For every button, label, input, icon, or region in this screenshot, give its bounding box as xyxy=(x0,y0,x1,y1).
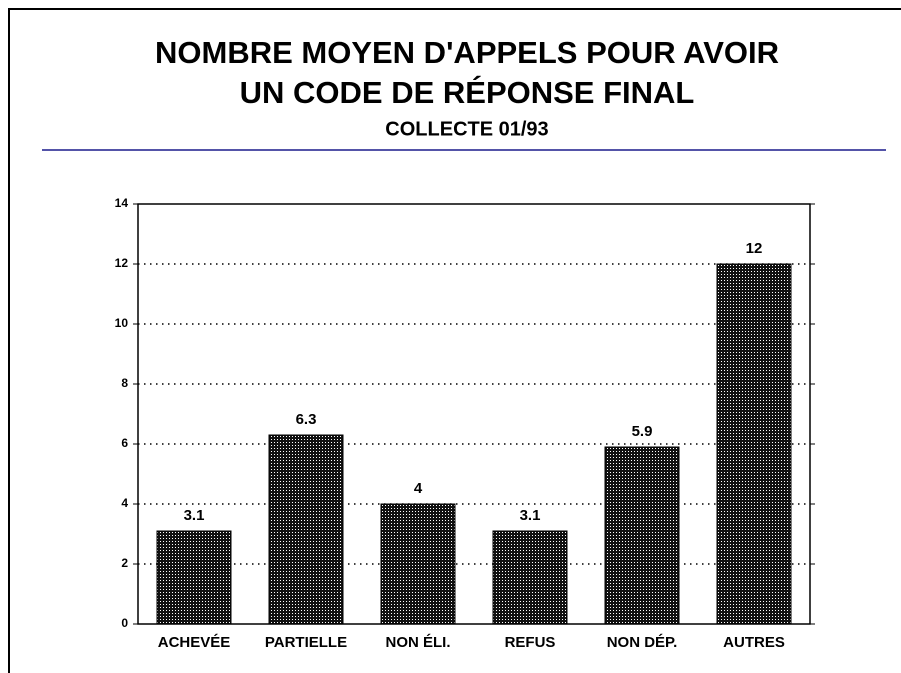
value-label: 12 xyxy=(746,240,763,257)
x-tick-label: PARTIELLE xyxy=(265,634,347,651)
chart-subtitle: COLLECTE 01/93 xyxy=(385,118,548,140)
value-label: 4 xyxy=(414,480,423,497)
x-tick-label: NON DÉP. xyxy=(607,634,678,651)
value-label: 3.1 xyxy=(184,507,205,524)
bar xyxy=(268,434,344,625)
y-tick-label: 4 xyxy=(121,496,128,510)
plot-frame xyxy=(137,203,811,625)
y-tick-label: 2 xyxy=(121,556,128,570)
value-label: 6.3 xyxy=(296,411,317,428)
y-tick-label: 10 xyxy=(115,316,129,330)
x-tick-label: AUTRES xyxy=(723,634,785,651)
bar xyxy=(716,263,792,625)
bar xyxy=(380,503,456,625)
bar xyxy=(492,530,568,625)
value-label: 3.1 xyxy=(520,507,541,524)
bar xyxy=(156,530,232,625)
frame xyxy=(8,8,901,673)
y-tick-label: 8 xyxy=(121,376,128,390)
y-tick-label: 14 xyxy=(115,196,129,210)
chart-title: UN CODE DE RÉPONSE FINAL xyxy=(240,75,695,110)
x-tick-label: NON ÉLI. xyxy=(385,634,450,651)
chart-title: NOMBRE MOYEN D'APPELS POUR AVOIR xyxy=(155,35,779,70)
x-tick-label: REFUS xyxy=(505,634,556,651)
x-tick-label: ACHEVÉE xyxy=(158,634,231,651)
bar xyxy=(604,446,680,625)
y-tick-label: 6 xyxy=(121,436,128,450)
y-tick-label: 12 xyxy=(115,256,129,270)
value-label: 5.9 xyxy=(632,423,653,440)
y-tick-label: 0 xyxy=(121,616,128,630)
